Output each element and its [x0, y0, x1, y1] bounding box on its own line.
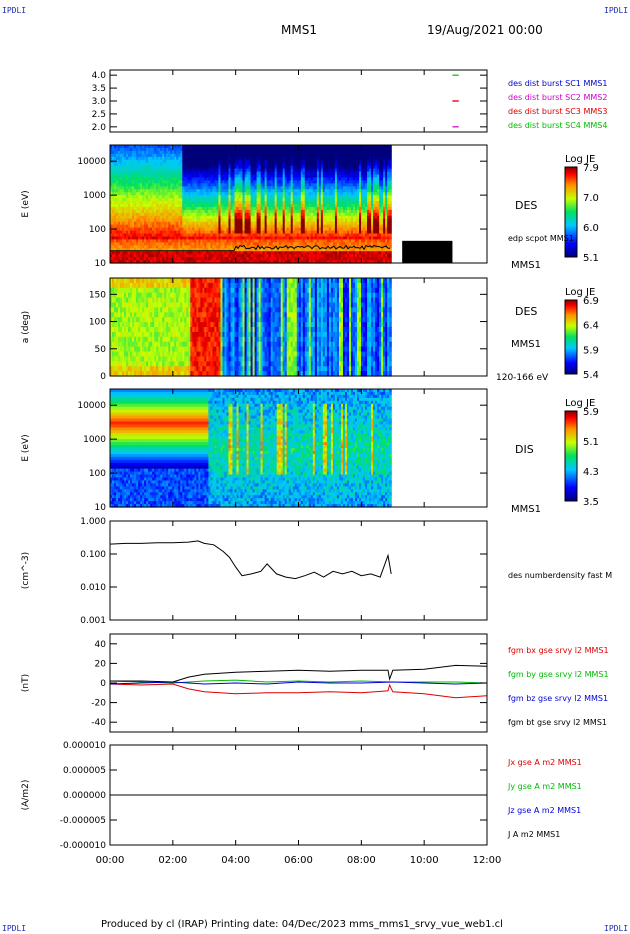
- colorbar-tick-label: 5.4: [583, 370, 599, 381]
- y-tick-label: 100: [89, 318, 106, 328]
- spacecraft-title: MMS1: [281, 23, 317, 37]
- x-tick-label: 00:00: [96, 855, 125, 866]
- x-tick-label: 04:00: [221, 855, 250, 866]
- instrument-label: DES: [515, 305, 537, 318]
- legend-entry: des dist burst SC2 MMS2: [508, 93, 607, 102]
- colorbar-tick-label: 3.5: [583, 497, 599, 508]
- y-axis-label: (nT): [21, 674, 31, 692]
- corner-label-top-right: IPDLI: [604, 6, 629, 15]
- y-tick-label: 150: [89, 290, 106, 300]
- colorbar-tick-label: 7.0: [583, 193, 599, 204]
- datetime-title: 19/Aug/2021 00:00: [427, 23, 543, 37]
- colorbar-title: Log JE: [565, 398, 595, 409]
- colorbar-tick-label: 4.3: [583, 467, 599, 478]
- legend-entry: des numberdensity fast M: [508, 571, 612, 580]
- x-tick-label: 08:00: [347, 855, 376, 866]
- y-tick-label: 0: [100, 372, 106, 382]
- y-tick-label: 0.001: [80, 616, 106, 626]
- colorbar-ion-energy: [564, 410, 578, 502]
- x-tick-label: 12:00: [473, 855, 502, 866]
- y-axis-label: E (eV): [21, 434, 31, 461]
- y-axis-label: E (eV): [21, 190, 31, 217]
- instrument-label: DIS: [515, 443, 534, 456]
- instrument-label: DES: [515, 199, 537, 212]
- y-tick-label: 20: [95, 659, 107, 669]
- y-tick-label: 10: [95, 259, 107, 269]
- legend-entry: des dist burst SC3 MMS3: [508, 107, 607, 116]
- energy-range-label: 120-166 eV: [496, 373, 549, 383]
- y-tick-label: 3.0: [92, 97, 107, 107]
- y-tick-label: 2.0: [92, 123, 107, 133]
- colorbar-tick-label: 7.9: [583, 163, 599, 174]
- spacecraft-label: MMS1: [511, 260, 541, 271]
- y-tick-label: 2.5: [92, 110, 106, 120]
- y-tick-label: 3.5: [92, 84, 106, 94]
- y-tick-label: -0.000005: [60, 816, 106, 826]
- spacecraft-label: MMS1: [511, 339, 541, 350]
- overlay-label: edp scpot MMS1: [508, 234, 574, 243]
- colorbar-tick-label: 5.9: [583, 407, 599, 418]
- legend-entry: fgm by gse srvy l2 MMS1: [508, 670, 609, 679]
- y-tick-label: 10: [95, 503, 107, 513]
- colorbar-tick-label: 6.0: [583, 223, 599, 234]
- series-line: [109, 540, 392, 580]
- colorbar-tick-label: 6.9: [583, 296, 599, 307]
- y-tick-label: 10000: [77, 401, 106, 411]
- y-tick-label: 1.000: [80, 517, 106, 527]
- legend-entry: Jz gse A m2 MMS1: [507, 806, 581, 815]
- colorbar-tick-label: 5.1: [583, 253, 599, 264]
- y-tick-label: 1000: [83, 435, 106, 445]
- y-tick-label: 10000: [77, 157, 106, 167]
- y-tick-label: 1000: [83, 191, 106, 201]
- colorbar-pitch-angle: [564, 299, 578, 375]
- legend-entry: des dist burst SC4 MMS4: [508, 121, 607, 130]
- series-line: [109, 683, 488, 699]
- y-axis-label: (A/m2): [21, 780, 31, 811]
- y-tick-label: 40: [95, 640, 107, 650]
- legend-entry: fgm bt gse srvy l2 MMS1: [508, 718, 607, 727]
- colorbar-tick-label: 5.1: [583, 437, 599, 448]
- panel-frame: [109, 520, 488, 621]
- y-tick-label: 0.000010: [63, 741, 106, 751]
- legend-entry: fgm bz gse srvy l2 MMS1: [508, 694, 608, 703]
- x-tick-label: 10:00: [410, 855, 439, 866]
- scpot-block: [402, 240, 453, 263]
- x-tick-label: 02:00: [158, 855, 187, 866]
- y-tick-label: 0.010: [80, 583, 106, 593]
- x-tick-label: 06:00: [284, 855, 313, 866]
- y-tick-label: 100: [89, 469, 106, 479]
- y-tick-label: -0.000010: [60, 841, 106, 851]
- colorbar-title: Log JE: [565, 287, 595, 298]
- panel-frame: [109, 69, 488, 133]
- y-axis-label: (cm^-3): [21, 552, 31, 589]
- legend-entry: fgm bx gse srvy l2 MMS1: [508, 646, 609, 655]
- corner-label-bottom-right: IPDLI: [604, 924, 629, 933]
- corner-label-bottom-left: IPDLI: [2, 924, 27, 933]
- legend-entry: Jy gse A m2 MMS1: [507, 782, 582, 791]
- y-tick-label: -40: [91, 718, 106, 728]
- legend-entry: Jx gse A m2 MMS1: [507, 758, 582, 767]
- colorbar-title: Log JE: [565, 154, 595, 165]
- y-tick-label: 0: [100, 679, 106, 689]
- y-tick-label: 50: [95, 345, 107, 355]
- series-line: [110, 664, 488, 683]
- y-tick-label: 0.000000: [63, 791, 106, 801]
- y-tick-label: -20: [91, 699, 106, 709]
- corner-label-top-left: IPDLI: [2, 6, 27, 15]
- series-line: [109, 679, 488, 684]
- colorbar-tick-label: 5.9: [583, 345, 599, 356]
- y-axis-label: a (deg): [21, 311, 31, 343]
- figure-canvas: 4.0 3.5 3.0 2.5 2.0 des dist burst SC1 MMS1 de…: [21, 69, 612, 866]
- legend-entry: des dist burst SC1 MMS1: [508, 79, 607, 88]
- y-tick-label: 100: [89, 225, 106, 235]
- y-tick-label: 4.0: [92, 71, 107, 81]
- scpot-line: [110, 244, 391, 252]
- footer-info: Produced by cl (IRAP) Printing date: 04/…: [101, 919, 503, 930]
- y-tick-label: 0.100: [80, 550, 106, 560]
- colorbar-tick-label: 6.4: [583, 321, 599, 332]
- y-tick-label: 0.000005: [63, 766, 106, 776]
- spacecraft-label: MMS1: [511, 504, 541, 515]
- legend-entry: J A m2 MMS1: [507, 830, 560, 839]
- colorbar-electron-energy: [564, 166, 578, 258]
